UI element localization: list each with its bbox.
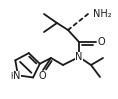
Text: O: O (38, 71, 46, 81)
Text: N: N (13, 71, 21, 81)
Text: N: N (75, 52, 83, 62)
Text: NH₂: NH₂ (93, 9, 112, 19)
Text: O: O (97, 37, 105, 47)
Text: H: H (10, 72, 16, 81)
